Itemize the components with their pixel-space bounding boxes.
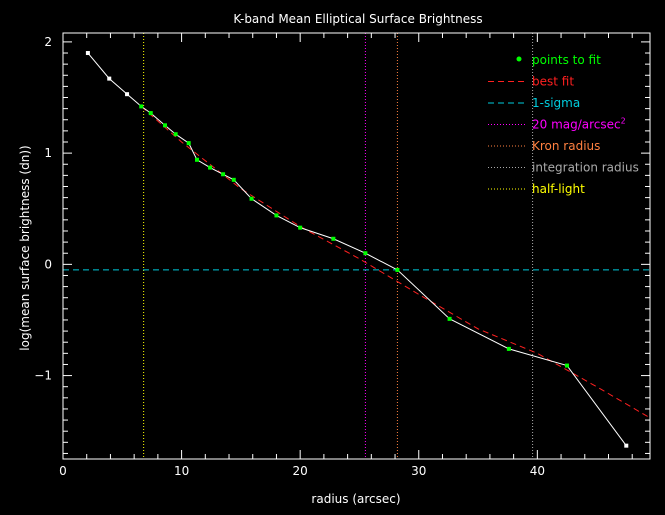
- legend-label: best fit: [532, 75, 574, 89]
- x-tick-label: 0: [59, 464, 67, 478]
- legend-label: points to fit: [532, 53, 601, 67]
- legend-item: points to fit: [516, 53, 601, 67]
- fit-point: [208, 165, 213, 170]
- fit-point: [506, 346, 511, 351]
- fit-point: [186, 141, 191, 146]
- y-tick-label: −1: [34, 369, 52, 383]
- legend-item: 20 mag/arcsec2: [488, 117, 626, 132]
- x-axis-label: radius (arcsec): [311, 492, 400, 506]
- legend-item: Kron radius: [488, 139, 600, 153]
- legend-item: best fit: [488, 75, 574, 89]
- x-tick-label: 10: [174, 464, 189, 478]
- y-tick-label: 0: [44, 257, 52, 271]
- legend-label: 20 mag/arcsec2: [532, 117, 626, 132]
- fit-point: [363, 251, 368, 256]
- data-point: [125, 92, 130, 97]
- y-tick-label: 1: [44, 146, 52, 160]
- fit-point: [395, 267, 400, 272]
- fit-point: [274, 213, 279, 218]
- fit-point: [447, 316, 452, 321]
- legend-label: half-light: [532, 182, 585, 196]
- plot-frame: [62, 32, 651, 460]
- fit-point: [564, 363, 569, 368]
- fit-point: [195, 157, 200, 162]
- x-tick-label: 20: [293, 464, 308, 478]
- data-point: [85, 51, 90, 56]
- fit-point: [139, 104, 144, 109]
- fit-point: [298, 225, 303, 230]
- legend-marker: [516, 56, 522, 62]
- fit-point: [221, 172, 226, 177]
- x-tick-label: 30: [411, 464, 426, 478]
- y-tick-label: 2: [44, 35, 52, 49]
- legend-item: integration radius: [488, 161, 639, 175]
- best-fit-line: [140, 106, 651, 419]
- fit-point: [231, 177, 236, 182]
- legend-label: integration radius: [532, 161, 639, 175]
- data-point: [624, 443, 629, 448]
- legend-superscript: 2: [621, 117, 626, 126]
- chart-title: K-band Mean Elliptical Surface Brightnes…: [233, 12, 482, 26]
- legend-label: 1-sigma: [532, 96, 580, 110]
- y-axis-label: log(mean surface brightness (dn)): [18, 145, 32, 350]
- fit-point: [331, 236, 336, 241]
- legend-item: half-light: [488, 182, 585, 196]
- fit-point: [148, 111, 153, 116]
- fit-point: [162, 123, 167, 128]
- fit-point: [249, 196, 254, 201]
- fit-point: [173, 132, 178, 137]
- legend-label: Kron radius: [532, 139, 600, 153]
- data-point: [107, 76, 112, 81]
- legend-item: 1-sigma: [488, 96, 580, 110]
- profile-line: [87, 52, 627, 446]
- x-tick-label: 40: [530, 464, 545, 478]
